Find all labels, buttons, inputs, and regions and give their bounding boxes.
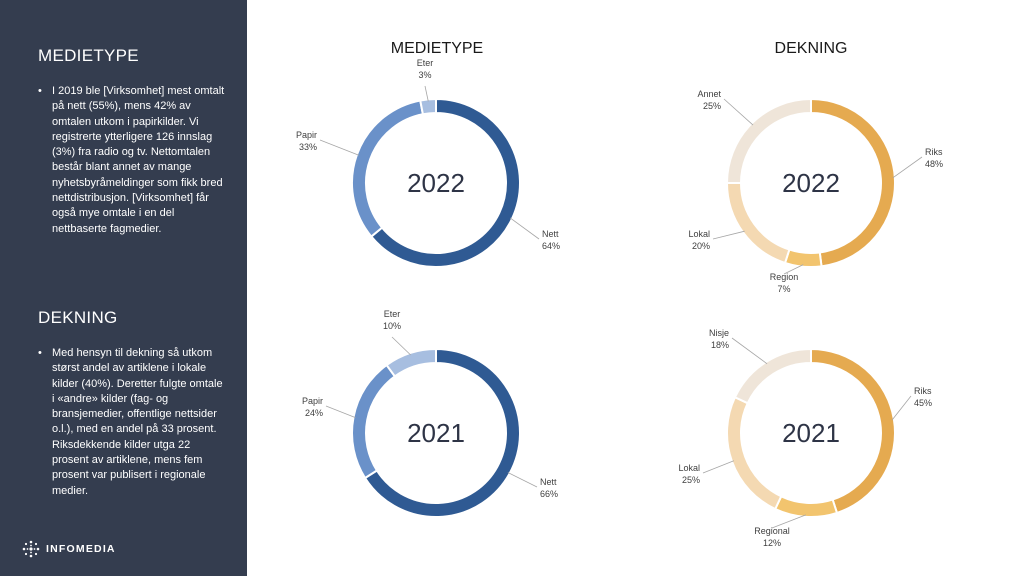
leader-line bbox=[424, 85, 429, 102]
slice-label: Papir bbox=[302, 396, 323, 406]
slice-lokal bbox=[726, 395, 783, 511]
slice-eter bbox=[385, 347, 437, 378]
slice-regional bbox=[773, 495, 839, 518]
slice-value-label: 33% bbox=[299, 142, 317, 152]
section-paragraph-medietype: I 2019 ble [Virksomhet] mest omtalt på n… bbox=[52, 85, 225, 235]
leader-line bbox=[892, 156, 923, 179]
slice-value-label: 12% bbox=[763, 538, 781, 548]
slice-label: Eter bbox=[384, 309, 401, 319]
leader-line bbox=[891, 395, 912, 421]
leader-line bbox=[391, 336, 411, 356]
slice-value-label: 25% bbox=[682, 475, 700, 485]
leader-line bbox=[319, 139, 359, 156]
infomedia-logo: INFOMEDIA bbox=[22, 540, 116, 558]
section-text-medietype: • I 2019 ble [Virksomhet] mest omtalt på… bbox=[38, 84, 228, 237]
slice-annet bbox=[725, 97, 812, 184]
section-paragraph-dekning: Med hensyn til dekning så utkom størst a… bbox=[52, 347, 223, 497]
slice-value-label: 25% bbox=[703, 101, 721, 111]
leader-line bbox=[702, 460, 734, 474]
slice-label: Annet bbox=[697, 89, 721, 99]
slice-value-label: 24% bbox=[305, 408, 323, 418]
center-year-label: 2022 bbox=[407, 168, 465, 198]
chart-column-title-medietype: MEDIETYPE bbox=[390, 40, 484, 57]
section-heading-dekning: DEKNING bbox=[38, 308, 118, 327]
donut-chart-dekning-2022: Riks 48% Region 7% Lokal 20% Annet 25% 2022 bbox=[688, 89, 943, 294]
slice-value-label: 3% bbox=[418, 70, 431, 80]
section-text-dekning: • Med hensyn til dekning så utkom størst… bbox=[38, 346, 228, 499]
slice-eter bbox=[419, 97, 437, 116]
slice-lokal bbox=[725, 182, 791, 265]
leader-line bbox=[325, 405, 356, 419]
logo-dots-icon bbox=[22, 540, 40, 558]
slice-label: Region bbox=[770, 272, 799, 282]
slice-papir bbox=[351, 363, 397, 480]
slice-region bbox=[783, 248, 823, 268]
charts-canvas: Nett 64% Papir 33% Eter 3% 2022 Riks 48% Region 7%… bbox=[296, 58, 943, 548]
slice-label: Riks bbox=[914, 386, 932, 396]
slice-nisje bbox=[733, 347, 812, 405]
slice-value-label: 64% bbox=[542, 241, 560, 251]
donut-chart-medietype-2021: Nett 66% Papir 24% Eter 10% 2021 bbox=[302, 309, 558, 518]
slice-label: Nisje bbox=[709, 328, 729, 338]
logo-text: INFOMEDIA bbox=[46, 543, 116, 555]
bullet-icon: • bbox=[38, 85, 42, 97]
slice-label: Nett bbox=[540, 477, 557, 487]
leader-line bbox=[509, 217, 540, 240]
slice-value-label: 45% bbox=[914, 398, 932, 408]
slice-label: Regional bbox=[754, 526, 790, 536]
slice-value-label: 18% bbox=[711, 340, 729, 350]
slice-label: Papir bbox=[296, 130, 317, 140]
donut-chart-dekning-2021: Riks 45% Regional 12% Lokal 25% Nisje 18% 2021 bbox=[678, 328, 932, 548]
slice-value-label: 20% bbox=[692, 241, 710, 251]
chart-column-title-dekning: DEKNING bbox=[774, 40, 848, 57]
section-heading-medietype: MEDIETYPE bbox=[38, 46, 139, 65]
slice-label: Nett bbox=[542, 229, 559, 239]
slice-label: Lokal bbox=[678, 463, 700, 473]
donut-chart-medietype-2022: Nett 64% Papir 33% Eter 3% 2022 bbox=[296, 58, 560, 268]
center-year-label: 2021 bbox=[782, 418, 840, 448]
leader-line bbox=[771, 514, 806, 529]
slice-value-label: 7% bbox=[777, 284, 790, 294]
bullet-icon: • bbox=[38, 347, 42, 359]
slice-label: Eter bbox=[417, 58, 434, 68]
leader-line bbox=[507, 472, 538, 488]
sidebar: MEDIETYPE • I 2019 ble [Virksomhet] mest… bbox=[0, 0, 247, 576]
center-year-label: 2022 bbox=[782, 168, 840, 198]
slice-label: Lokal bbox=[688, 229, 710, 239]
leader-line bbox=[712, 230, 745, 240]
slice-label: Riks bbox=[925, 147, 943, 157]
center-year-label: 2021 bbox=[407, 418, 465, 448]
slice-value-label: 48% bbox=[925, 159, 943, 169]
slice-value-label: 66% bbox=[540, 489, 558, 499]
leader-line bbox=[731, 337, 768, 365]
leader-line bbox=[783, 264, 804, 275]
leader-line bbox=[723, 98, 754, 126]
slice-value-label: 10% bbox=[383, 321, 401, 331]
